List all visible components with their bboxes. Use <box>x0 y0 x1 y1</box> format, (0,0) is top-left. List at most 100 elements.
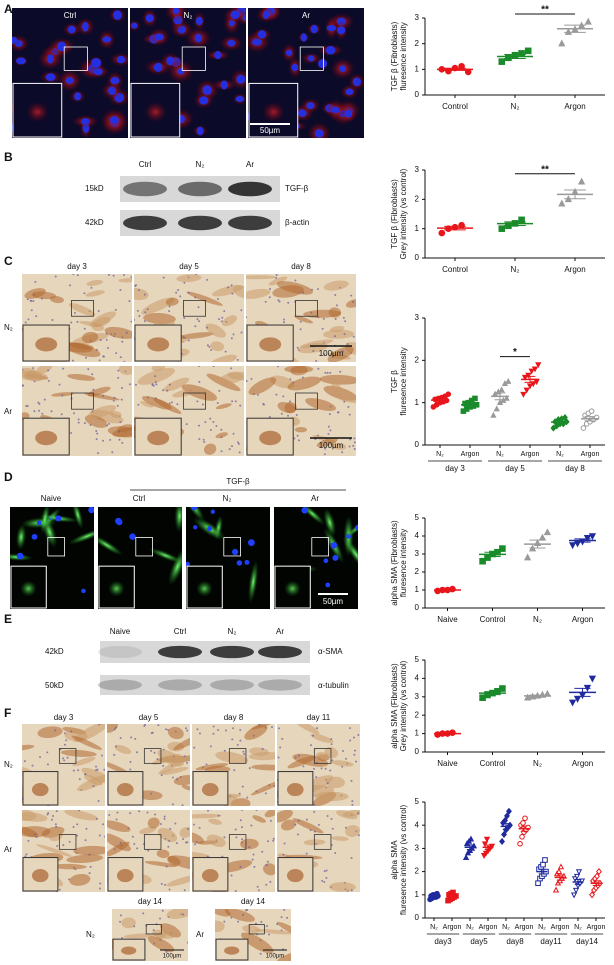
label: 42kD <box>85 218 104 227</box>
roi-box <box>47 537 65 557</box>
data-point <box>462 854 470 861</box>
nucleus <box>99 339 102 342</box>
micrograph <box>130 8 246 138</box>
nucleus <box>116 519 123 526</box>
stain <box>329 325 345 333</box>
stain <box>151 366 166 372</box>
label: day 3 <box>67 262 87 271</box>
label: 50µm <box>260 126 281 135</box>
nucleus <box>154 813 157 816</box>
nucleus <box>305 852 308 855</box>
nucleus <box>296 346 299 349</box>
error-bar <box>466 844 474 851</box>
stain <box>251 764 275 771</box>
stain <box>167 856 181 866</box>
nucleus <box>257 30 267 39</box>
stain <box>314 791 349 802</box>
roi-box <box>145 924 162 935</box>
nucleus <box>193 823 196 826</box>
stain <box>114 744 132 754</box>
nucleus <box>46 813 49 816</box>
nucleus <box>313 803 316 806</box>
nucleus <box>25 405 28 408</box>
nucleus <box>118 438 121 441</box>
nucleus <box>223 920 226 923</box>
nucleus <box>294 756 297 759</box>
error-bar <box>444 67 466 71</box>
label: Ar <box>4 407 12 416</box>
nucleus <box>344 826 347 829</box>
nucleus <box>89 865 92 868</box>
nucleus <box>125 331 128 334</box>
error-bar <box>584 416 596 422</box>
nucleus <box>317 287 320 290</box>
y-axis-label: alpha SMA (Fibroblasts) <box>390 663 399 749</box>
nucleus <box>169 827 172 830</box>
nucleus <box>113 10 122 20</box>
y-tick-label: 5 <box>415 797 420 806</box>
stain <box>323 329 355 339</box>
data-point <box>499 837 505 845</box>
nucleus <box>60 413 63 416</box>
nucleus <box>326 814 329 817</box>
inset-cell <box>147 430 170 446</box>
nucleus <box>225 729 228 732</box>
nucleus <box>209 417 212 420</box>
nucleus <box>218 389 221 392</box>
y-tick-label: 4 <box>415 531 420 540</box>
label: day 3 <box>54 713 74 722</box>
nucleus <box>92 785 95 788</box>
nucleus <box>207 810 210 812</box>
nucleus <box>345 757 348 760</box>
roi-box <box>295 392 318 410</box>
nucleus <box>350 294 353 297</box>
stain <box>179 827 190 838</box>
nucleus <box>165 950 168 953</box>
x-tick-label: N₂ <box>436 451 444 458</box>
nucleus <box>98 887 101 890</box>
nucleus <box>55 825 58 828</box>
data-point <box>573 873 581 880</box>
nucleus <box>246 380 248 383</box>
nucleus <box>198 380 201 383</box>
nucleus <box>268 416 271 419</box>
data-point <box>575 869 583 876</box>
nucleus <box>266 860 269 863</box>
x-tick-label: Argon <box>581 451 600 458</box>
error-bar <box>520 825 528 832</box>
y-tick-label: 0 <box>415 603 420 612</box>
nucleus <box>56 845 59 848</box>
nucleus <box>102 355 105 358</box>
micrograph <box>107 724 190 806</box>
nucleus <box>269 819 272 822</box>
nucleus <box>102 823 105 826</box>
label: Ctrl <box>139 160 152 169</box>
nucleus <box>216 402 219 405</box>
nucleus <box>302 291 305 294</box>
y-tick-label: 3 <box>415 549 420 558</box>
nucleus <box>168 383 171 386</box>
label: N₂ <box>196 160 205 169</box>
nucleus <box>344 109 353 118</box>
x-tick-label: N₂ <box>533 615 542 624</box>
stain <box>52 863 87 870</box>
nucleus <box>128 383 131 386</box>
nucleus <box>237 920 240 923</box>
label: Ar <box>246 160 254 169</box>
error-bar <box>430 895 438 898</box>
inset-cell <box>284 580 301 597</box>
stain <box>68 303 96 317</box>
nucleus <box>283 321 286 324</box>
nucleus <box>207 526 212 532</box>
nucleus <box>326 24 337 32</box>
stain <box>215 920 225 933</box>
nucleus <box>341 451 344 454</box>
nucleus <box>121 936 124 939</box>
x-tick-label: N₂ <box>538 924 546 931</box>
nucleus <box>121 441 124 444</box>
nucleus <box>46 763 49 766</box>
label: day 8 <box>224 713 244 722</box>
stain <box>107 841 130 857</box>
label: α-SMA <box>318 647 343 656</box>
nucleus <box>260 920 263 923</box>
